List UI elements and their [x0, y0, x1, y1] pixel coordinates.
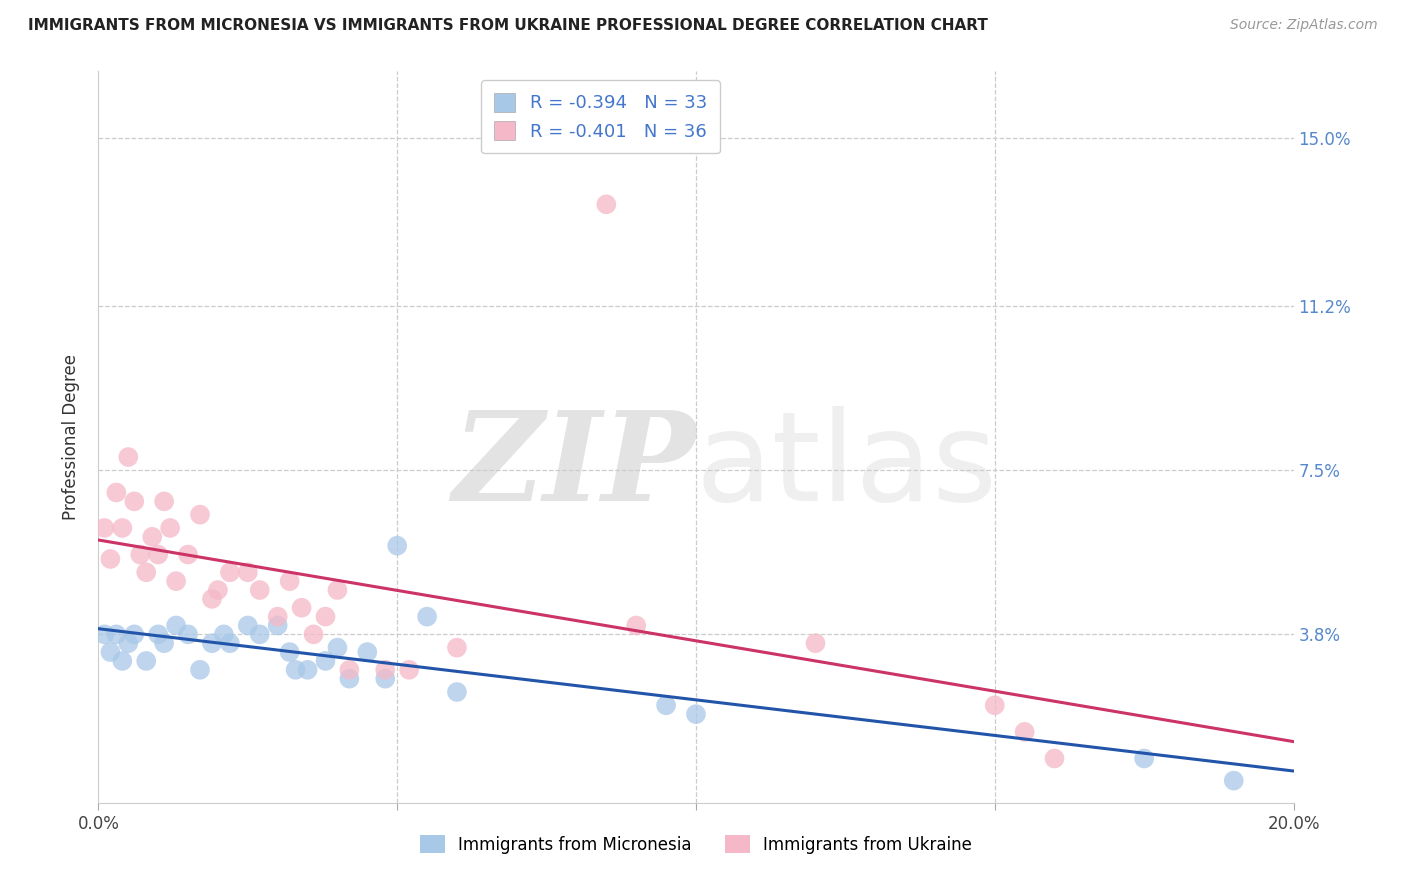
Point — [278, 645, 301, 659]
Point — [148, 548, 170, 562]
Point — [124, 494, 146, 508]
Point — [297, 663, 319, 677]
Point — [315, 609, 337, 624]
Point — [212, 627, 235, 641]
Point — [219, 566, 242, 580]
Point — [148, 627, 170, 641]
Point — [267, 618, 290, 632]
Point — [177, 627, 200, 641]
Point — [278, 574, 301, 589]
Point — [135, 654, 157, 668]
Point — [626, 618, 648, 632]
Point — [236, 566, 259, 580]
Point — [141, 530, 163, 544]
Point — [446, 640, 468, 655]
Point — [1043, 751, 1066, 765]
Point — [188, 508, 211, 522]
Point — [267, 609, 290, 624]
Point — [446, 685, 468, 699]
Point — [685, 707, 707, 722]
Point — [291, 600, 314, 615]
Point — [595, 197, 617, 211]
Point — [188, 663, 211, 677]
Point — [1133, 751, 1156, 765]
Point — [385, 539, 409, 553]
Point — [159, 521, 181, 535]
Y-axis label: Professional Degree: Professional Degree — [62, 354, 80, 520]
Point — [326, 640, 349, 655]
Text: atlas: atlas — [696, 406, 998, 527]
Point — [105, 627, 128, 641]
Point — [398, 663, 420, 677]
Point — [165, 618, 187, 632]
Point — [153, 636, 176, 650]
Point — [339, 672, 361, 686]
Point — [356, 645, 378, 659]
Point — [201, 591, 224, 606]
Point — [105, 485, 128, 500]
Point — [416, 609, 439, 624]
Point — [135, 566, 157, 580]
Point — [93, 521, 115, 535]
Point — [111, 521, 134, 535]
Point — [249, 627, 271, 641]
Point — [655, 698, 678, 713]
Point — [315, 654, 337, 668]
Point — [177, 548, 200, 562]
Point — [339, 663, 361, 677]
Point — [219, 636, 242, 650]
Point — [98, 552, 122, 566]
Point — [984, 698, 1007, 713]
Point — [153, 494, 176, 508]
Point — [374, 672, 396, 686]
Point — [249, 582, 271, 597]
Point — [284, 663, 307, 677]
Point — [111, 654, 134, 668]
Point — [98, 645, 122, 659]
Legend: Immigrants from Micronesia, Immigrants from Ukraine: Immigrants from Micronesia, Immigrants f… — [413, 829, 979, 860]
Point — [93, 627, 115, 641]
Point — [124, 627, 146, 641]
Point — [129, 548, 152, 562]
Point — [326, 582, 349, 597]
Text: Source: ZipAtlas.com: Source: ZipAtlas.com — [1230, 18, 1378, 32]
Point — [1223, 773, 1246, 788]
Text: ZIP: ZIP — [453, 406, 696, 527]
Text: IMMIGRANTS FROM MICRONESIA VS IMMIGRANTS FROM UKRAINE PROFESSIONAL DEGREE CORREL: IMMIGRANTS FROM MICRONESIA VS IMMIGRANTS… — [28, 18, 988, 33]
Point — [117, 450, 139, 464]
Point — [165, 574, 187, 589]
Point — [207, 582, 229, 597]
Point — [804, 636, 827, 650]
Point — [374, 663, 396, 677]
Point — [236, 618, 259, 632]
Point — [201, 636, 224, 650]
Point — [302, 627, 325, 641]
Point — [117, 636, 139, 650]
Point — [1014, 724, 1036, 739]
